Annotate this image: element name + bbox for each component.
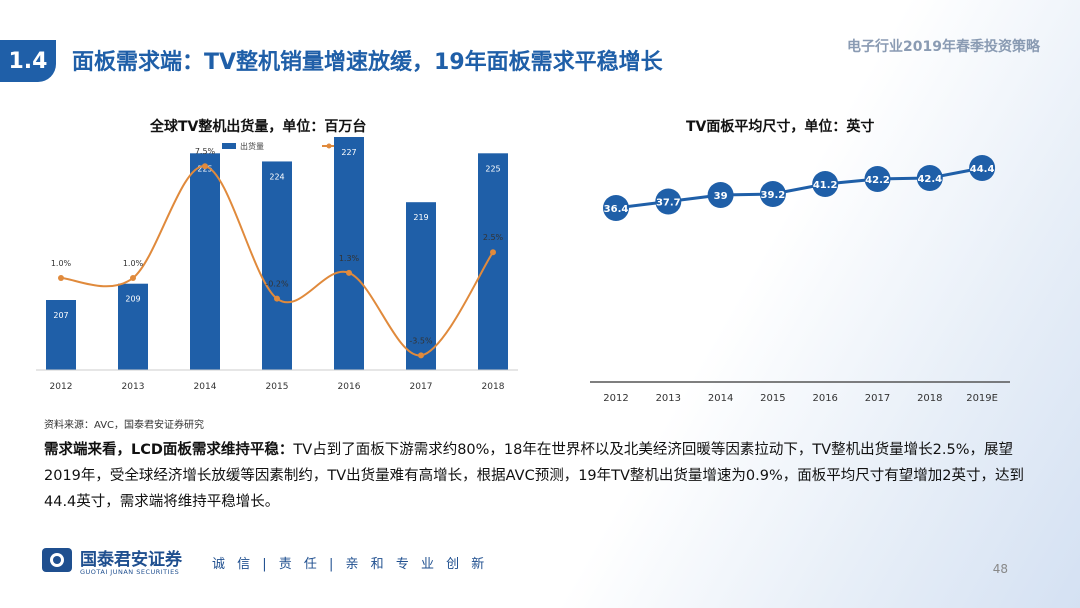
company-logo-icon — [42, 548, 72, 572]
company-name: 国泰君安证券 — [80, 550, 182, 570]
bar-value-label: 219 — [413, 213, 428, 222]
yoy-point — [490, 249, 496, 256]
size-point — [969, 155, 996, 181]
x-tick-label: 2019E — [966, 393, 998, 404]
bar — [478, 153, 508, 370]
bar — [406, 202, 436, 370]
yoy-point — [418, 352, 424, 359]
panel-size-chart: 2012 2013 2014 2015 2016 2017 2018 2019E 36.4 37.… — [590, 155, 1010, 404]
x-tick-label: 2013 — [656, 393, 681, 404]
yoy-value-label: 1.0% — [51, 259, 72, 268]
yoy-point — [202, 163, 208, 170]
background-decoration — [560, 0, 1080, 608]
bar — [118, 283, 148, 370]
bar — [262, 161, 292, 370]
size-value-label: 42.4 — [917, 174, 942, 185]
page-number: 48 — [992, 562, 1008, 576]
company-motto: 诚 信 | 责 任 | 亲 和 专 业 创 新 — [212, 557, 489, 572]
x-tick-label: 2013 — [122, 382, 145, 392]
size-point — [707, 182, 734, 208]
yoy-value-label: -3.5% — [409, 336, 433, 345]
x-tick-label: 2018 — [482, 382, 505, 392]
x-tick-label: 2018 — [917, 393, 942, 404]
bar-value-label: 209 — [125, 295, 140, 304]
company-name-en: GUOTAI JUNAN SECURITIES — [80, 568, 180, 576]
size-point — [864, 166, 891, 192]
chart1-title: 全球TV整机出货量，单位：百万台 — [150, 119, 367, 135]
bar-value-label: 227 — [341, 148, 356, 157]
x-tick-label: 2015 — [266, 382, 289, 392]
size-value-label: 44.4 — [970, 164, 995, 175]
page-title: 面板需求端：TV整机销量增速放缓，19年面板需求平稳增长 — [72, 50, 663, 75]
size-value-label: 37.7 — [656, 198, 681, 209]
x-tick-label: 2014 — [194, 382, 217, 392]
bar-value-label: 224 — [269, 172, 284, 181]
x-tick-label: 2016 — [338, 382, 361, 392]
bar-value-label: 207 — [53, 311, 68, 320]
yoy-point — [346, 269, 352, 276]
body-text: TV占到了面板下游需求约80%，18年在世界杯以及北美经济回暖等因素拉动下，TV… — [44, 442, 1024, 510]
x-tick-label: 2015 — [760, 393, 785, 404]
size-value-label: 41.2 — [813, 180, 838, 191]
x-tick-label: 2012 — [50, 382, 73, 392]
x-tick-label: 2012 — [603, 393, 628, 404]
bar — [46, 300, 76, 370]
body-lead: 需求端来看，LCD面板需求维持平稳： — [44, 442, 294, 458]
size-point — [655, 188, 682, 215]
tv-shipment-chart: 出货量同比20720122092013225201422420152272016… — [36, 137, 518, 392]
size-value-label: 42.2 — [865, 175, 890, 186]
report-title: 电子行业2019年春季投资策略 — [847, 39, 1040, 55]
body-paragraph: 需求端来看，LCD面板需求维持平稳：TV占到了面板下游需求约80%，18年在世界… — [44, 437, 1044, 515]
bar — [334, 137, 364, 370]
yoy-value-label: 1.3% — [339, 254, 360, 263]
yoy-value-label: -0.2% — [265, 280, 289, 289]
size-point — [759, 181, 786, 207]
size-value-label: 36.4 — [604, 204, 629, 215]
x-tick-label: 2017 — [410, 382, 433, 392]
chart2-title: TV面板平均尺寸，单位：英寸 — [686, 119, 875, 135]
source-note: 资料来源：AVC，国泰君安证券研究 — [44, 420, 205, 431]
bar — [190, 153, 220, 370]
yoy-value-label: 1.0% — [123, 259, 144, 268]
x-tick-label: 2016 — [812, 393, 837, 404]
size-point — [916, 165, 943, 191]
legend-bar-swatch — [222, 143, 236, 149]
yoy-point — [130, 275, 136, 281]
legend-bar-label: 出货量 — [240, 141, 264, 151]
bar-value-label: 225 — [485, 164, 500, 173]
legend-line-marker — [326, 143, 332, 149]
size-point — [812, 171, 839, 197]
yoy-point — [58, 275, 64, 281]
yoy-value-label: 7.5% — [195, 147, 216, 156]
yoy-value-label: 2.5% — [483, 233, 504, 242]
size-value-label: 39 — [714, 191, 728, 202]
section-number: 1.4 — [0, 40, 56, 82]
x-tick-label: 2017 — [865, 393, 890, 404]
size-point — [603, 195, 629, 221]
size-value-label: 39.2 — [761, 190, 786, 201]
x-tick-label: 2014 — [708, 393, 733, 404]
yoy-point — [274, 295, 280, 302]
